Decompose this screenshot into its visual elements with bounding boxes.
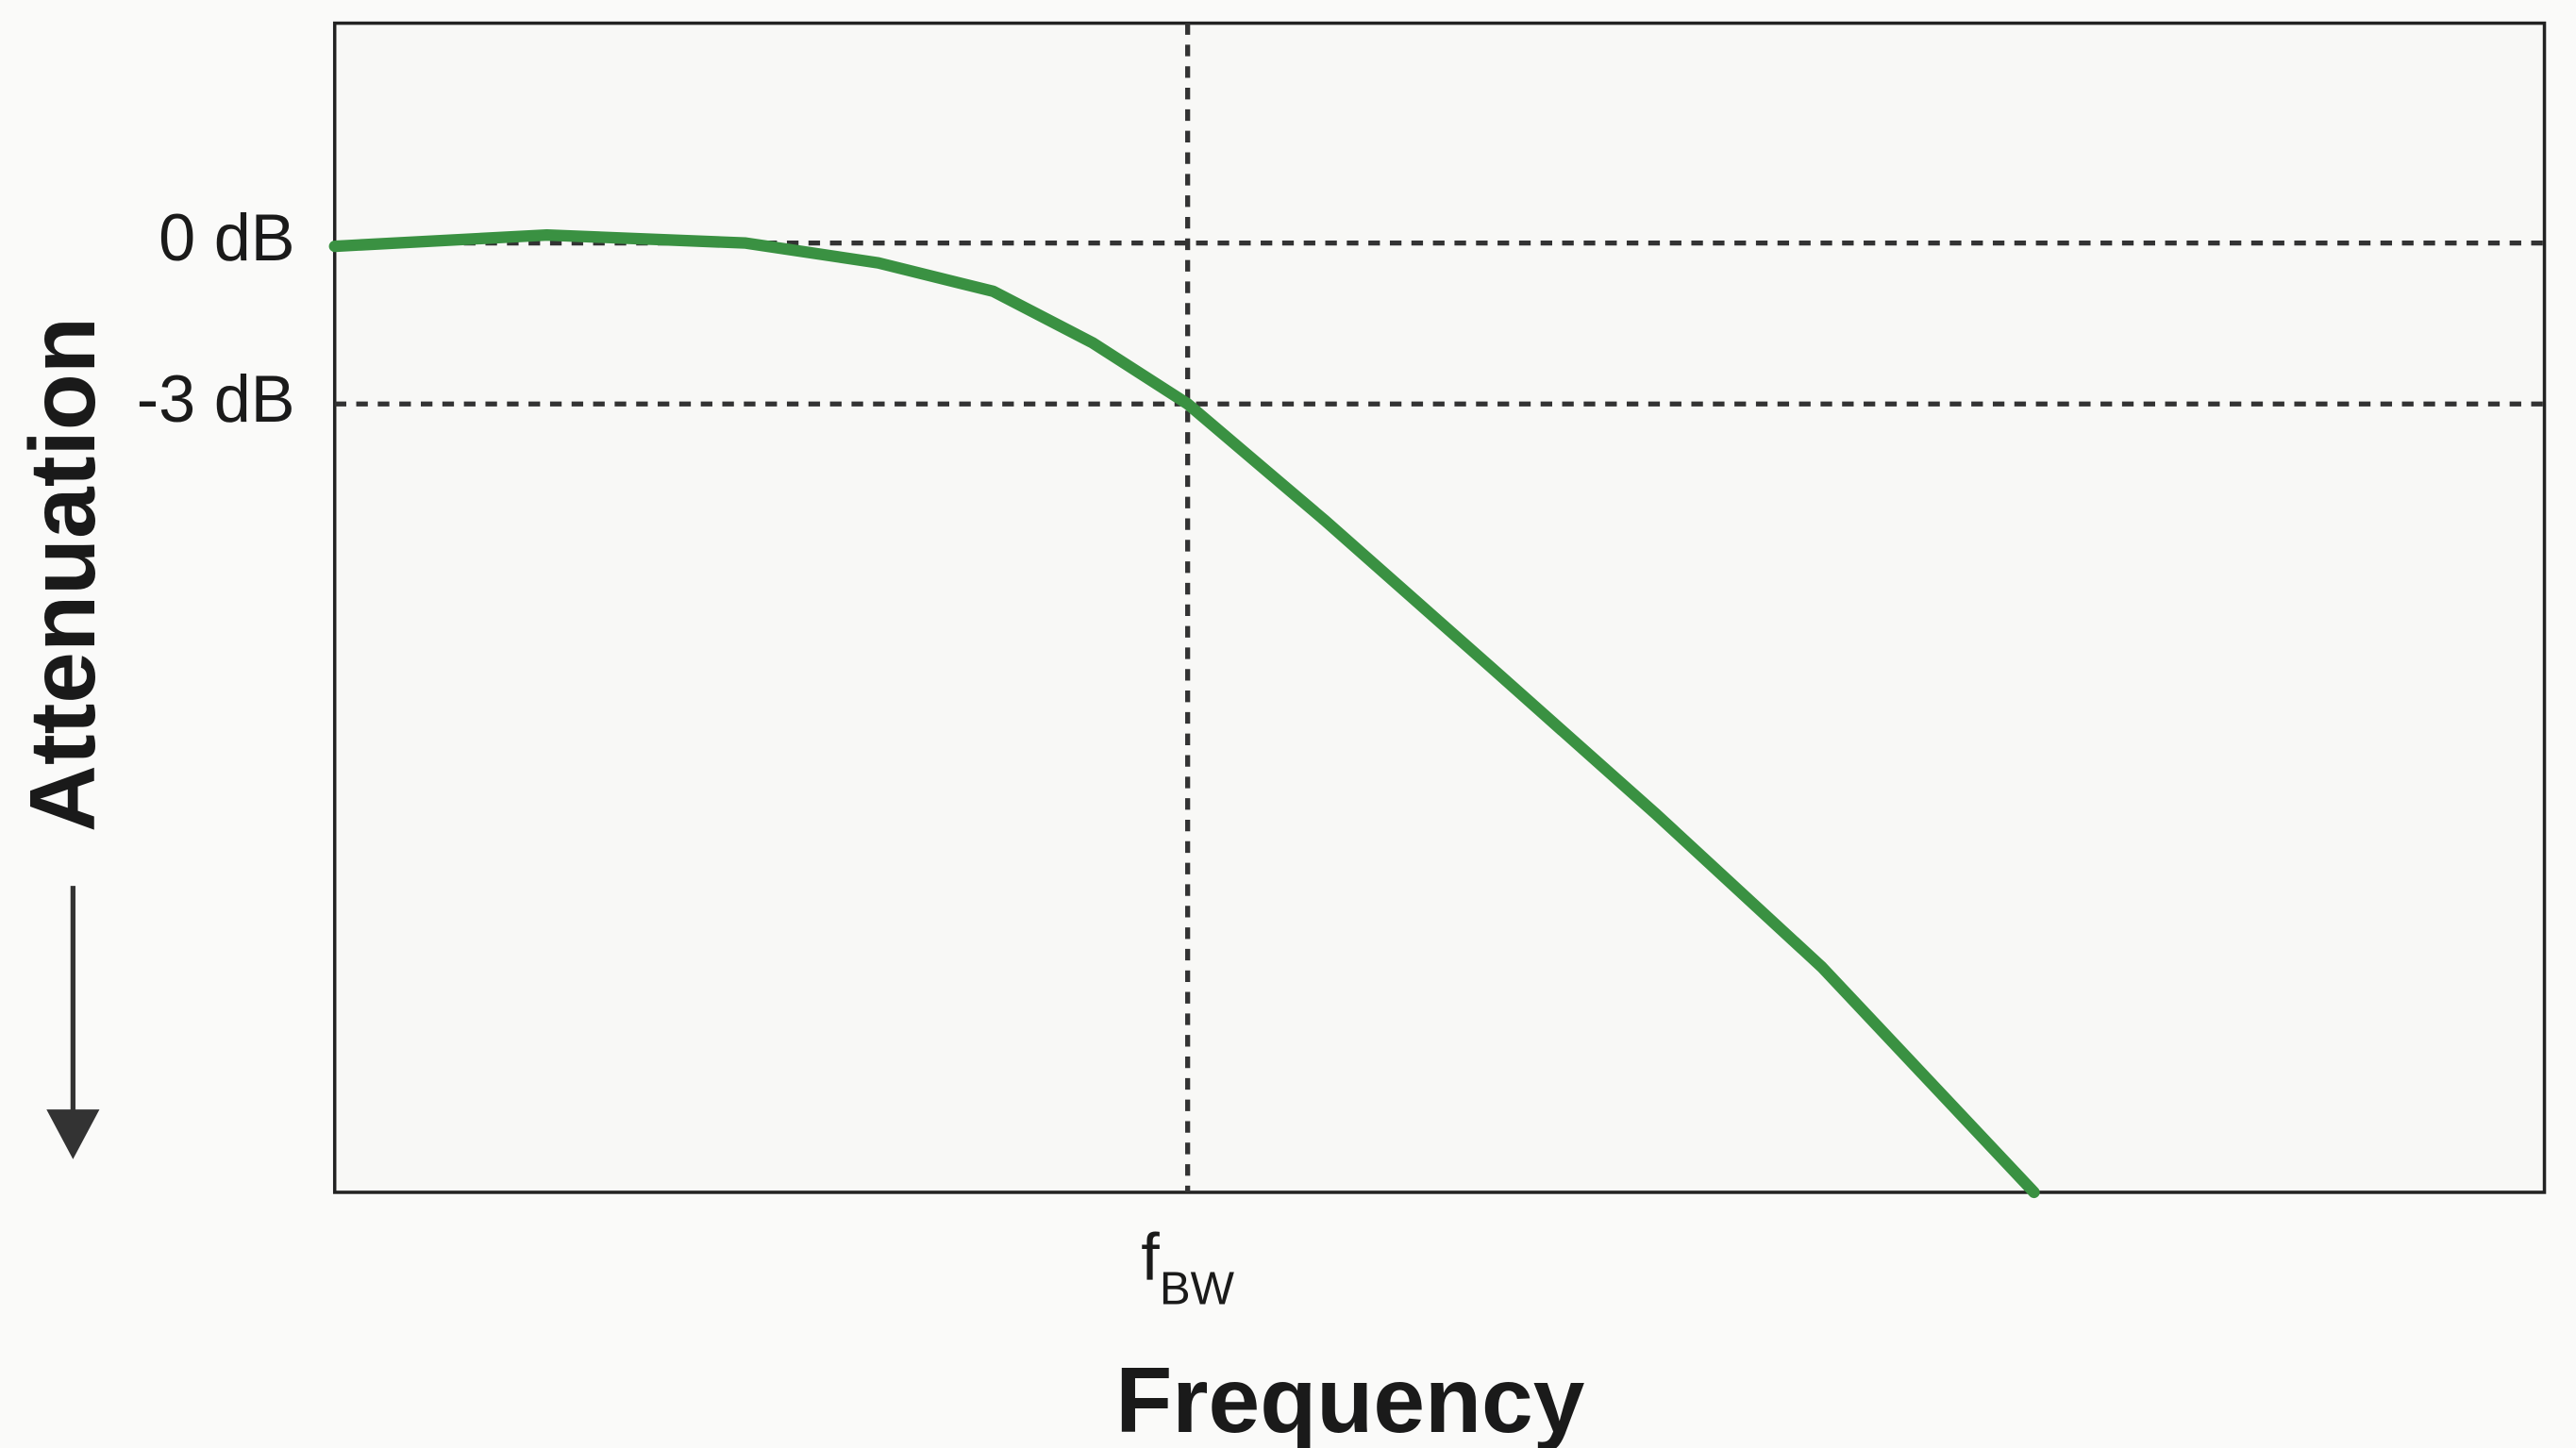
- plot-frame: [332, 21, 2547, 1194]
- x-axis-label: Frequency: [1115, 1348, 1584, 1448]
- y-tick-label: 0 dB: [159, 200, 294, 275]
- x-tick-label-subscript: BW: [1160, 1263, 1235, 1314]
- y-arrow-head: [46, 1109, 100, 1159]
- response-curve: [328, 228, 2040, 1199]
- x-tick-label: fBW: [1141, 1219, 1234, 1314]
- data: [328, 228, 2040, 1199]
- y-axis-label: Attenuation: [10, 317, 114, 832]
- x-tick-label-main: f: [1141, 1219, 1160, 1293]
- y-tick-label: -3 dB: [137, 361, 295, 436]
